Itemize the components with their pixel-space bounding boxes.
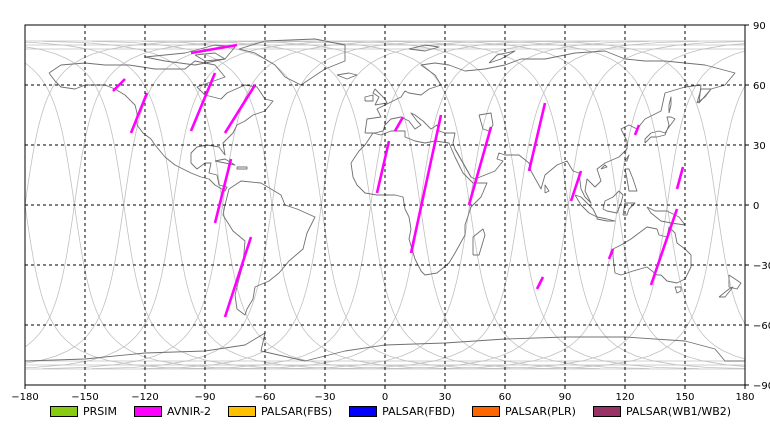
observation-segment: [607, 248, 615, 260]
legend-swatch: [349, 405, 378, 417]
x-tick-label: −60: [254, 392, 275, 403]
y-tick-label: −90: [753, 381, 770, 392]
x-tick-label: −180: [11, 392, 38, 403]
legend-label: PALSAR(FBS): [260, 404, 333, 418]
coastline-novaya-zemlya: [488, 50, 516, 64]
observation-segment: [409, 114, 443, 254]
x-tick-label: 180: [735, 392, 754, 403]
y-tick-label: 60: [753, 81, 766, 92]
observation-segments: [112, 43, 685, 318]
orbit-track: [42, 41, 403, 369]
coastline-europe: [364, 50, 736, 204]
x-tick-label: −30: [314, 392, 335, 403]
legend-item: PALSAR(FBS): [227, 404, 333, 418]
observation-segment: [535, 276, 545, 290]
observation-segment: [393, 116, 405, 132]
x-tick-label: 0: [382, 392, 388, 403]
observation-segment: [467, 126, 493, 206]
observation-segment: [223, 236, 253, 318]
observation-segment: [649, 208, 679, 286]
coastline-iceland: [336, 72, 358, 80]
lat-lon-grid: [25, 25, 745, 385]
observation-segment: [675, 166, 685, 190]
observation-segment: [569, 170, 583, 202]
y-tick-label: −60: [753, 321, 770, 332]
legend-item: PRSIM: [50, 405, 117, 418]
x-tick-label: 30: [439, 392, 452, 403]
legend-item: AVNIR-2: [134, 405, 211, 418]
coastline-hispaniola: [236, 166, 248, 170]
coastline-borneo: [602, 190, 624, 214]
observation-segment: [112, 78, 126, 92]
legend-label: PALSAR(PLR): [505, 404, 576, 418]
coastline-greenland: [238, 38, 346, 86]
y-tick-label: 30: [753, 141, 766, 152]
x-tick-label: −120: [131, 392, 158, 403]
x-tick-label: −150: [71, 392, 98, 403]
legend-label: PRSIM: [83, 404, 117, 418]
coastline-australia: [612, 226, 692, 284]
legend-swatch: [50, 405, 78, 417]
coastline-tasmania: [674, 286, 682, 294]
y-tick-label: 90: [753, 21, 766, 32]
orbit-track: [25, 41, 206, 208]
coastline-java: [596, 216, 616, 222]
coastline-svalbard: [408, 44, 440, 52]
coastline-great-britain: [372, 88, 388, 106]
x-tick-label: 90: [559, 392, 572, 403]
axis-ticks: −180 −150 −120 −90 −60 −30 0 30 60 90 120 150 180 90 6…: [11, 21, 770, 403]
coastline-arabia-line: [454, 148, 472, 178]
x-tick-label: 150: [675, 392, 694, 403]
coastline-antarctica: [25, 332, 745, 362]
coastline-philippines: [624, 168, 638, 192]
coastline-kamchatka: [696, 88, 712, 104]
y-tick-label: 0: [753, 201, 759, 212]
legend-item: PALSAR(PLR): [472, 405, 576, 418]
legend-swatch: [592, 405, 621, 417]
y-tick-label: −30: [753, 261, 770, 272]
coastline-arctic-islands: [144, 44, 236, 66]
observation-segment: [223, 84, 257, 134]
coastline-sakhalin: [668, 96, 672, 114]
legend-label: PALSAR(WB1/WB2): [625, 404, 732, 418]
legend-item: PALSAR(FBD): [349, 405, 455, 418]
legend-label: PALSAR(FBD): [382, 404, 456, 418]
x-tick-label: 120: [615, 392, 634, 403]
legend: PRSIM AVNIR-2 PALSAR(FBS) PALSAR(FBD) PALSAR…: [50, 401, 748, 421]
coastline-hainan: [600, 164, 608, 170]
x-tick-label: −90: [194, 392, 215, 403]
x-tick-label: 60: [499, 392, 512, 403]
coastline-new-zealand: [728, 274, 742, 290]
coastline-hudson-islands: [194, 52, 226, 62]
coastline-ireland: [364, 94, 374, 102]
coastline-new-zealand-s: [718, 286, 734, 298]
observation-segment: [129, 92, 149, 134]
coastline-madagascar: [472, 228, 486, 256]
orbit-track: [25, 41, 354, 369]
orbit-track: [25, 202, 206, 369]
observation-segment: [190, 43, 238, 55]
coastline-japan: [644, 116, 676, 144]
legend-item: PALSAR(WB1/WB2): [592, 404, 732, 418]
coastline-south-america: [222, 180, 316, 316]
legend-label: AVNIR-2: [167, 404, 211, 418]
orbit-track: [190, 41, 551, 369]
legend-swatch: [134, 405, 162, 417]
observation-segment: [213, 158, 233, 224]
coastline-north-america: [48, 60, 274, 192]
coastline-sri-lanka: [544, 184, 550, 194]
legend-swatch: [227, 405, 256, 417]
observation-segment: [189, 72, 217, 132]
legend-swatch: [472, 405, 501, 417]
observation-segment: [375, 140, 391, 194]
coastline-taiwan: [624, 154, 630, 162]
coastline-cuba: [214, 158, 236, 166]
orbit-track: [388, 41, 745, 369]
coastline-africa: [350, 130, 488, 276]
observation-segment: [527, 102, 547, 172]
observation-segment: [633, 124, 641, 136]
orbit-track: [437, 43, 745, 369]
